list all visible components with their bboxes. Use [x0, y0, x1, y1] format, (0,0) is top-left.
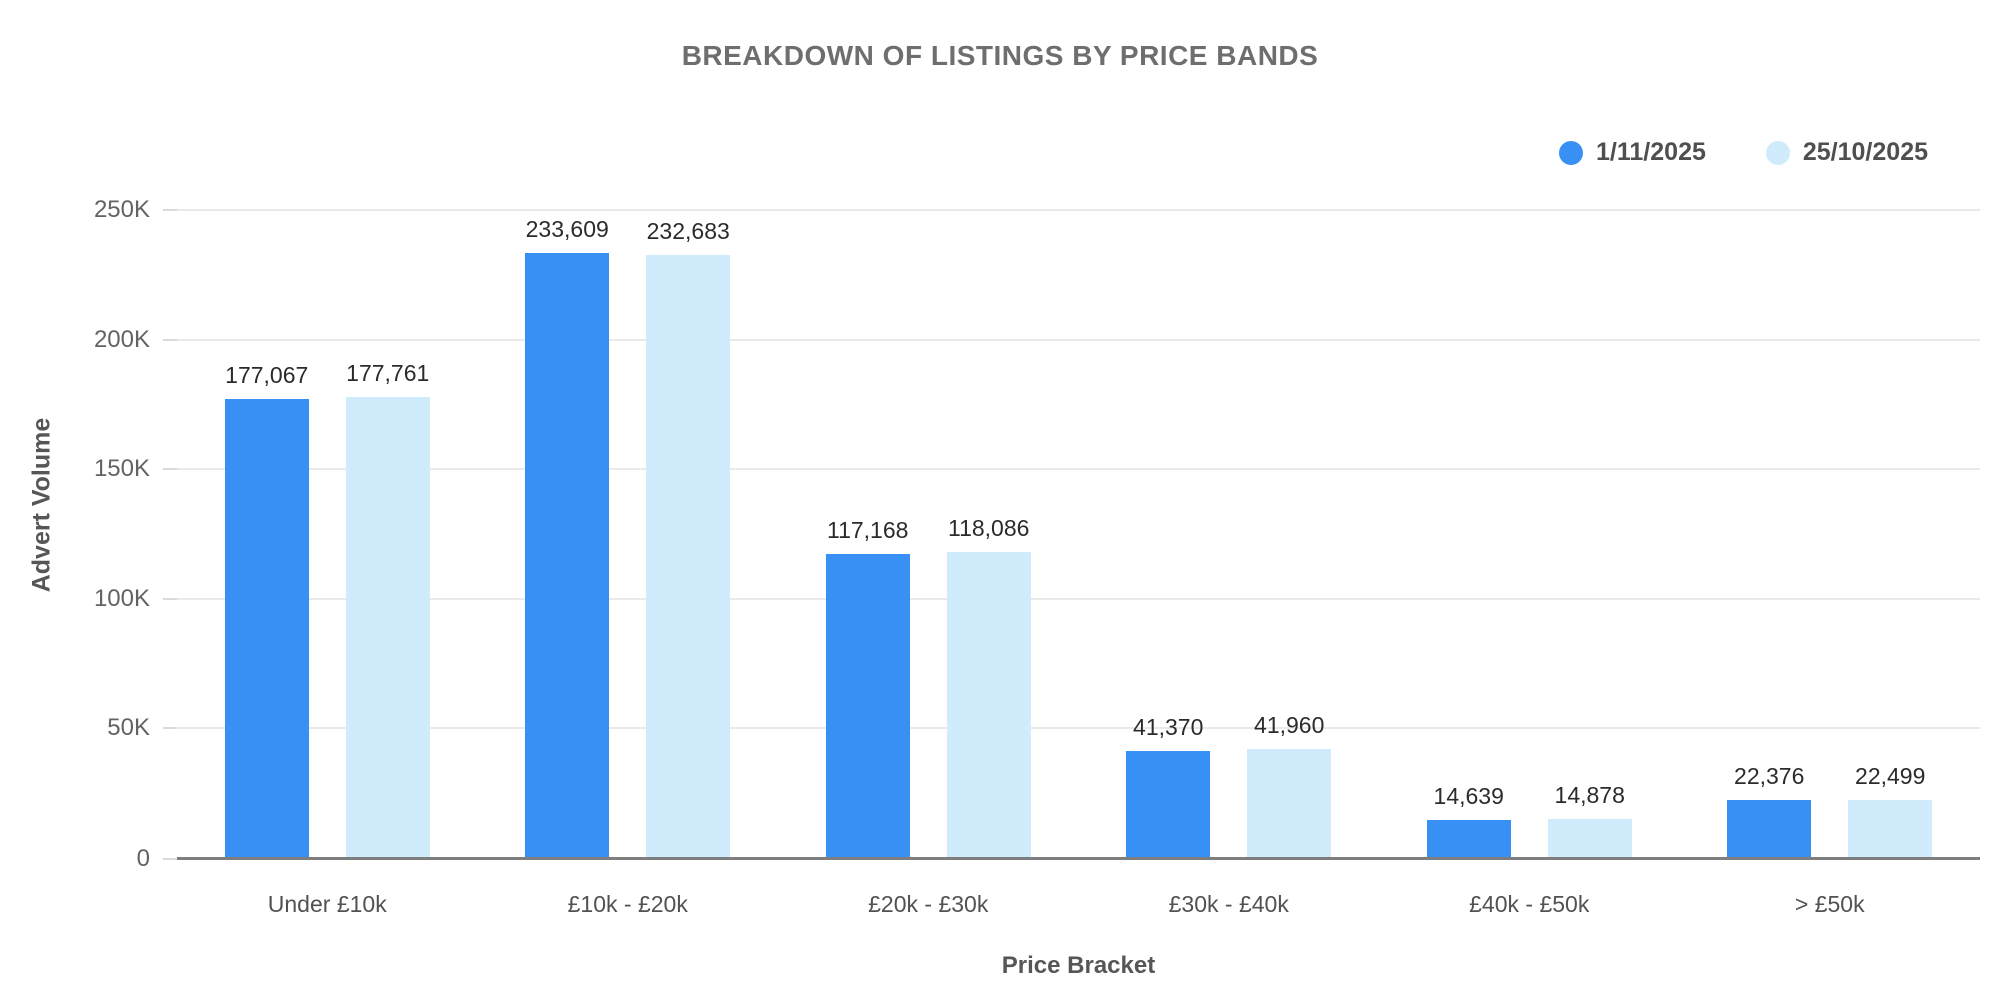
bar-column: 41,960 [1247, 210, 1332, 858]
bar-value-label: 117,168 [827, 517, 909, 544]
bar-series-2[interactable] [1247, 749, 1332, 858]
bar-series-2[interactable] [345, 397, 430, 858]
y-tick-mark [163, 597, 177, 600]
bar-value-label: 14,878 [1554, 782, 1625, 809]
y-axis-title: Advert Volume [27, 417, 56, 593]
y-tick-label: 100K [93, 584, 150, 612]
bar-series-1[interactable] [525, 252, 610, 858]
bar-value-label: 22,499 [1855, 762, 1926, 789]
x-category-label: £20k - £30k [868, 891, 989, 917]
x-category-label: £10k - £20k [567, 891, 688, 917]
gridline: 250K [94, 196, 1980, 223]
y-tick-label: 50K [107, 714, 150, 742]
category-group: 177,067 177,761 Under £10k [177, 210, 477, 917]
gridline: 200K [94, 326, 1980, 353]
y-tick-mark [163, 338, 177, 341]
y-tick-label: 250K [93, 196, 150, 223]
bar-value-label: 232,683 [646, 217, 730, 244]
category-group: 117,168 118,086 £20k - £30k [778, 210, 1078, 917]
legend-label-series-1: 1/11/2025 [1596, 138, 1706, 166]
bar-column: 177,067 [224, 210, 309, 858]
gridline: 50K [107, 714, 1980, 741]
bar-series-1[interactable] [1727, 800, 1812, 858]
bar-value-label: 14,639 [1433, 783, 1504, 810]
bar-value-label: 177,067 [225, 362, 309, 389]
category-group: 41,370 41,960 £30k - £40k [1079, 210, 1379, 917]
legend-item-series-1[interactable]: 1/11/2025 [1559, 138, 1706, 167]
bar-series-1[interactable] [825, 554, 910, 858]
gridline: 100K [94, 585, 1980, 612]
y-tick-mark [163, 209, 177, 211]
bar-series-2[interactable] [1848, 799, 1933, 858]
bar-column: 117,168 [825, 210, 910, 858]
category-group: 14,639 14,878 £40k - £50k [1379, 210, 1679, 917]
y-tick-mark [163, 468, 177, 471]
y-tick-mark [163, 727, 177, 730]
chart-title: BREAKDOWN OF LISTINGS BY PRICE BANDS [681, 40, 1319, 71]
legend-dot-icon [1765, 140, 1790, 165]
x-category-label: £40k - £50k [1469, 891, 1590, 917]
bar-column: 233,609 [525, 210, 610, 858]
bar-column: 232,683 [646, 210, 731, 858]
bar-column: 22,499 [1848, 210, 1933, 858]
category-group: 233,609 232,683 £10k - £20k [477, 210, 777, 917]
bar-series-2[interactable] [1547, 819, 1632, 858]
y-tick-label: 200K [93, 325, 150, 353]
legend-item-series-2[interactable]: 25/10/2025 [1765, 138, 1928, 167]
y-tick-mark [163, 857, 177, 860]
bar-series-1[interactable] [224, 399, 309, 858]
bar-column: 41,370 [1126, 210, 1211, 858]
x-axis-line: 0 [137, 845, 1980, 872]
bar-series-2[interactable] [946, 551, 1031, 858]
bar-column: 118,086 [946, 210, 1031, 858]
plot-area: 250K 200K 150K 100K 50K 0 177,067 177,761 Under … [94, 196, 1980, 917]
gridline: 150K [94, 455, 1980, 482]
bar-column: 14,639 [1426, 210, 1511, 858]
bar-value-label: 177,761 [346, 360, 430, 387]
category-group: 22,376 22,499 > £50k [1680, 210, 1980, 917]
bar-column: 22,376 [1727, 210, 1812, 858]
bar-series-1[interactable] [1426, 820, 1511, 858]
bar-column: 14,878 [1547, 210, 1632, 858]
legend: 1/11/2025 25/10/2025 [1559, 138, 1928, 167]
x-axis-title: Price Bracket [1001, 952, 1156, 979]
x-category-label: Under £10k [267, 891, 387, 917]
x-category-label: > £50k [1794, 891, 1865, 917]
bar-column: 177,761 [345, 210, 430, 858]
legend-dot-icon [1559, 140, 1584, 165]
bar-value-label: 41,370 [1133, 713, 1204, 740]
x-category-label: £30k - £40k [1168, 891, 1289, 917]
bar-value-label: 118,086 [948, 514, 1030, 541]
y-tick-label: 0 [136, 844, 150, 872]
bar-series-2[interactable] [646, 254, 731, 858]
bar-value-label: 22,376 [1734, 763, 1805, 790]
legend-label-series-2: 25/10/2025 [1802, 138, 1928, 166]
bar-series-1[interactable] [1126, 750, 1211, 858]
y-tick-label: 150K [93, 455, 150, 483]
bar-value-label: 41,960 [1254, 712, 1325, 739]
bar-value-label: 233,609 [525, 215, 609, 242]
